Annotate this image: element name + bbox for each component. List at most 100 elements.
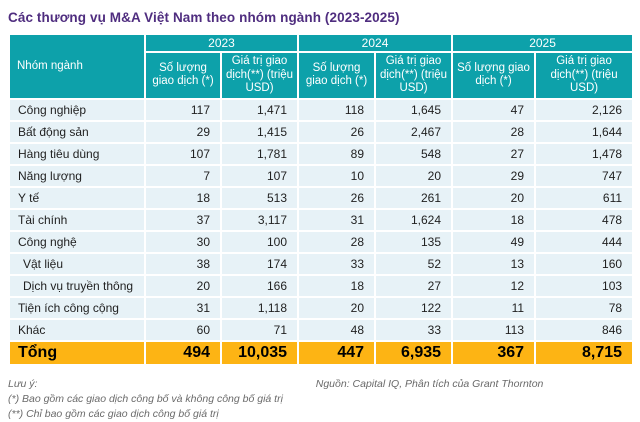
column-header-deal-count: Số lượng giao dịch (*): [297, 51, 377, 100]
total-value-cell: 367: [451, 339, 537, 366]
value-cell: 52: [374, 251, 454, 276]
column-header-year-2025: 2025: [451, 33, 635, 53]
value-cell: 89: [297, 141, 377, 166]
value-cell: 2,467: [374, 119, 454, 144]
value-cell: 160: [534, 251, 635, 276]
value-cell: 1,644: [534, 119, 635, 144]
value-cell: 27: [374, 273, 454, 298]
column-header-year-2024: 2024: [297, 33, 454, 53]
table-row: Công nghệ 30 100 28 135 49 444: [8, 229, 635, 254]
value-cell: 846: [534, 317, 635, 342]
value-cell: 78: [534, 295, 635, 320]
value-cell: 444: [534, 229, 635, 254]
value-cell: 18: [451, 207, 537, 232]
column-header-deal-value: Giá trị giao dịch(**) (triệu USD): [219, 51, 300, 100]
value-cell: 548: [374, 141, 454, 166]
table-row: Hàng tiêu dùng 107 1,781 89 548 27 1,478: [8, 141, 635, 166]
industry-name: Dịch vụ truyền thông: [8, 273, 146, 298]
industry-name: Khác: [8, 317, 146, 342]
value-cell: 28: [297, 229, 377, 254]
value-cell: 20: [451, 185, 537, 210]
source-credit: Nguồn: Capital IQ, Phân tích của Grant T…: [315, 377, 544, 390]
table-row: Vật liệu 38 174 33 52 13 160: [8, 251, 635, 276]
year-header-row: Nhóm ngành 2023 2024 2025: [8, 33, 635, 100]
value-cell: 37: [144, 207, 222, 232]
note-line: (**) Chỉ bao gồm các giao dịch công bố g…: [8, 408, 219, 421]
notes-title: Lưu ý:: [8, 377, 38, 390]
value-cell: 47: [451, 97, 537, 122]
value-cell: 7: [144, 163, 222, 188]
value-cell: 1,415: [219, 119, 300, 144]
table-row: Bất động sản 29 1,415 26 2,467 28 1,644: [8, 119, 635, 144]
value-cell: 38: [144, 251, 222, 276]
value-cell: 18: [297, 273, 377, 298]
column-header-deal-count: Số lượng giao dịch (*): [144, 51, 222, 100]
table-row: Y tế 18 513 26 261 20 611: [8, 185, 635, 210]
total-value-cell: 10,035: [219, 339, 300, 366]
industry-name: Y tế: [8, 185, 146, 210]
value-cell: 28: [451, 119, 537, 144]
table-header: Nhóm ngành 2023 2024 2025 Số lượng giao …: [8, 33, 635, 100]
value-cell: 20: [297, 295, 377, 320]
total-label: Tổng: [8, 339, 146, 366]
total-value-cell: 8,715: [534, 339, 635, 366]
value-cell: 71: [219, 317, 300, 342]
note-line: (*) Bao gồm các giao dịch công bố và khô…: [8, 392, 283, 405]
figure-footnotes: Lưu ý: (*) Bao gồm các giao dịch công bố…: [8, 377, 632, 422]
value-cell: 117: [144, 97, 222, 122]
value-cell: 49: [451, 229, 537, 254]
value-cell: 122: [374, 295, 454, 320]
industry-name: Vật liệu: [8, 251, 146, 276]
column-header-industry: Nhóm ngành: [8, 33, 146, 100]
value-cell: 29: [451, 163, 537, 188]
total-value-cell: 447: [297, 339, 377, 366]
value-cell: 166: [219, 273, 300, 298]
table-row: Tài chính 37 3,117 31 1,624 18 478: [8, 207, 635, 232]
table-body: Công nghiệp 117 1,471 118 1,645 47 2,126 Bất độ…: [8, 97, 635, 342]
notes-block: Lưu ý: (*) Bao gồm các giao dịch công bố…: [8, 377, 314, 422]
table-row: Công nghiệp 117 1,471 118 1,645 47 2,126: [8, 97, 635, 122]
value-cell: 29: [144, 119, 222, 144]
subcolumn-header-row: Số lượng giao dịch (*) Giá trị giao dịch…: [9, 51, 635, 100]
value-cell: 107: [219, 163, 300, 188]
industry-name: Công nghiệp: [8, 97, 146, 122]
industry-name: Bất động sản: [8, 119, 146, 144]
value-cell: 1,118: [219, 295, 300, 320]
value-cell: 261: [374, 185, 454, 210]
industry-name: Tiện ích công cộng: [8, 295, 146, 320]
value-cell: 11: [451, 295, 537, 320]
value-cell: 33: [297, 251, 377, 276]
industry-name: Năng lượng: [8, 163, 146, 188]
value-cell: 20: [374, 163, 454, 188]
value-cell: 1,781: [219, 141, 300, 166]
value-cell: 26: [297, 119, 377, 144]
value-cell: 60: [144, 317, 222, 342]
column-header-year-2023: 2023: [143, 33, 300, 53]
value-cell: 3,117: [219, 207, 300, 232]
total-value-cell: 494: [144, 339, 222, 366]
table-row: Khác 60 71 48 33 113 846: [8, 317, 635, 342]
column-header-deal-value: Giá trị giao dịch(**) (triệu USD): [534, 51, 635, 100]
total-value-cell: 6,935: [374, 339, 454, 366]
value-cell: 1,471: [219, 97, 300, 122]
value-cell: 48: [297, 317, 377, 342]
value-cell: 30: [144, 229, 222, 254]
column-header-deal-value: Giá trị giao dịch(**) (triệu USD): [374, 51, 454, 100]
total-row: Tổng 494 10,035 447 6,935 367 8,715: [8, 339, 635, 366]
value-cell: 33: [374, 317, 454, 342]
value-cell: 611: [534, 185, 635, 210]
column-header-deal-count: Số lượng giao dịch (*): [451, 51, 537, 100]
table-row: Tiện ích công cộng 31 1,118 20 122 11 78: [8, 295, 635, 320]
industry-name: Hàng tiêu dùng: [8, 141, 146, 166]
industry-name: Công nghệ: [8, 229, 146, 254]
value-cell: 100: [219, 229, 300, 254]
table-row: Năng lượng 7 107 10 20 29 747: [8, 163, 635, 188]
table-footer: Tổng 494 10,035 447 6,935 367 8,715: [8, 339, 635, 366]
value-cell: 26: [297, 185, 377, 210]
value-cell: 1,478: [534, 141, 635, 166]
table-row: Dịch vụ truyền thông 20 166 18 27 12 103: [8, 273, 635, 298]
ma-deals-table: Nhóm ngành 2023 2024 2025 Số lượng giao …: [8, 33, 635, 366]
value-cell: 513: [219, 185, 300, 210]
value-cell: 478: [534, 207, 635, 232]
